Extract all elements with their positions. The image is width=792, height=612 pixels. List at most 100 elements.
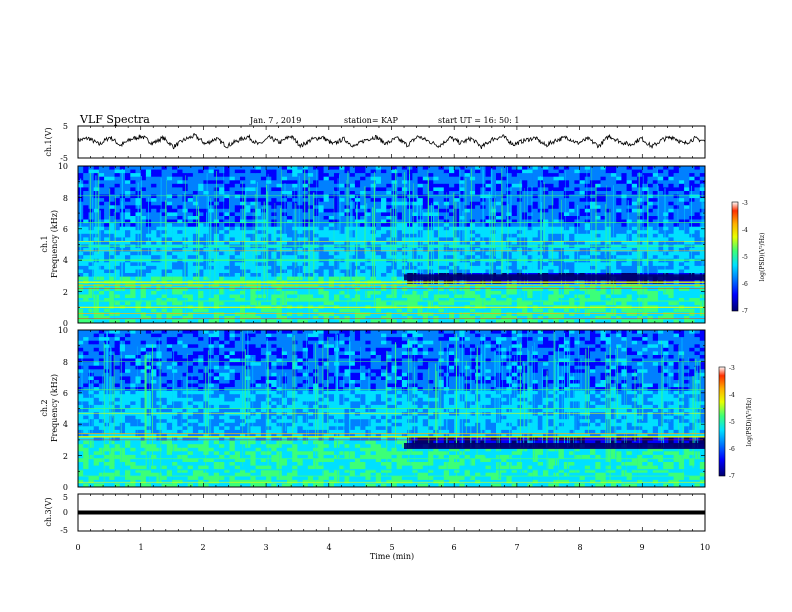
spectrogram-cell — [360, 240, 366, 245]
spectrogram-cell — [307, 315, 314, 320]
spectrogram-cell — [328, 237, 335, 242]
spectrogram-cell — [213, 312, 220, 317]
spectrogram-cell — [663, 176, 669, 181]
spectrogram-cell — [334, 166, 340, 170]
spectrogram-cell — [501, 237, 507, 242]
spectrogram-cell — [616, 248, 622, 253]
spectrogram-cell — [98, 187, 105, 192]
spectrogram-cell — [323, 251, 330, 256]
spectrogram-cell — [302, 173, 309, 178]
spectrogram-cell — [605, 315, 612, 320]
spectrogram-cell — [370, 176, 377, 181]
spectrogram-cell — [658, 248, 664, 253]
spectrogram-cell — [83, 173, 89, 178]
spectrogram-cell — [271, 237, 277, 242]
spectrogram-cell — [156, 233, 162, 238]
spectrogram-cell — [187, 237, 194, 242]
spectrogram-cell — [125, 308, 131, 313]
spectrogram-cell — [501, 180, 507, 185]
spectrogram-cell — [501, 194, 507, 199]
spectrogram-cell — [313, 265, 319, 270]
spectrogram-cell — [349, 273, 356, 277]
spectrogram-cell — [569, 290, 575, 295]
spectrogram-cell — [125, 208, 131, 213]
spectrogram-cell — [626, 290, 633, 295]
spectrogram-cell — [658, 176, 664, 181]
spectrogram-cell — [579, 315, 586, 320]
spectrogram-cell — [647, 169, 654, 174]
spectrogram-cell — [360, 237, 366, 242]
spectrogram-cell — [172, 255, 178, 260]
spectrogram-cell — [83, 276, 89, 281]
spectrogram-cell — [396, 290, 403, 295]
spectrogram-cell — [360, 223, 366, 228]
spectrogram-cell — [590, 262, 596, 267]
spectrogram-cell — [522, 191, 528, 195]
spectrogram-cell — [109, 216, 115, 220]
spectrogram-cell — [354, 173, 361, 178]
spectrogram-cell — [182, 173, 189, 178]
spectrogram-cell — [88, 166, 95, 170]
spectrogram-cell — [475, 166, 481, 170]
spectrogram-cell — [501, 287, 507, 292]
spectrogram-cell — [177, 319, 183, 324]
spectrogram-cell — [140, 198, 147, 203]
spectrogram-cell — [433, 180, 439, 185]
spectrogram-cell — [485, 208, 492, 213]
spectrogram-cell — [344, 226, 351, 231]
spectrogram-cell — [255, 226, 262, 231]
spectrogram-cell — [652, 173, 659, 178]
spectrogram-cell — [412, 233, 418, 238]
spectrogram-cell — [307, 251, 314, 256]
spectrogram-cell — [412, 251, 418, 256]
spectrogram-cell — [422, 223, 429, 228]
spectrogram-cell — [590, 166, 596, 170]
spectrogram-cell — [166, 230, 173, 235]
spectrogram-cell — [328, 212, 335, 217]
spectrogram-cell — [579, 298, 586, 302]
spectrogram-cell — [344, 233, 351, 238]
spectrogram-cell — [98, 226, 105, 231]
spectrogram-cell — [255, 265, 262, 270]
spectrogram-cell — [490, 298, 497, 302]
spectrogram-cell — [626, 319, 633, 324]
spectrogram-cell — [469, 173, 476, 178]
spectrogram-cell — [652, 216, 659, 220]
spectrogram-cell — [381, 212, 387, 217]
spectrogram-cell — [349, 176, 356, 181]
spectrogram-cell — [621, 198, 627, 203]
spectrogram-cell — [78, 290, 84, 295]
spectrogram-cell — [307, 191, 314, 195]
spectrogram-cell — [569, 201, 575, 206]
spectrogram-cell — [156, 183, 162, 188]
spectrogram-cell — [240, 273, 246, 277]
spectrogram-cell — [104, 248, 110, 253]
spectrogram-cell — [595, 223, 601, 228]
spectrogram-cell — [647, 216, 654, 220]
spectrogram-cell — [370, 230, 377, 235]
spectrogram-cell — [344, 319, 351, 324]
spectrogram-cell — [88, 183, 95, 188]
spectrogram-cell — [130, 226, 136, 231]
spectrogram-cell — [459, 212, 465, 217]
spectrogram-cell — [145, 294, 152, 299]
spectrogram-cell — [334, 219, 340, 224]
spectrogram-cell — [626, 298, 633, 302]
spectrogram-cell — [255, 191, 262, 195]
spectrogram-cell — [511, 240, 518, 245]
spectrogram-cell — [391, 230, 398, 235]
spectrogram-cell — [375, 173, 382, 178]
spectrogram-cell — [621, 315, 627, 320]
spectrogram-cell — [287, 301, 293, 306]
spectrogram-cell — [391, 219, 398, 224]
spectrogram-cell — [652, 212, 659, 217]
spectrogram-cell — [302, 251, 309, 256]
spectrogram-cell — [485, 201, 492, 206]
spectrogram-cell — [328, 290, 335, 295]
spectrogram-cell — [323, 198, 330, 203]
spectrogram-cell — [537, 166, 544, 170]
spectrogram-cell — [83, 176, 89, 181]
spectrogram-cell — [339, 169, 345, 174]
spectrogram-cell — [496, 294, 502, 299]
spectrogram-cell — [375, 216, 382, 220]
